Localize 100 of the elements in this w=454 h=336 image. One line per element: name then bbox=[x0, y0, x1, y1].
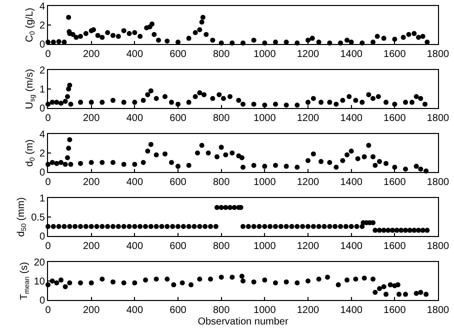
y-tick-label: 20 bbox=[34, 258, 46, 268]
point bbox=[410, 100, 414, 105]
x-tick-label: 200 bbox=[82, 305, 100, 316]
point bbox=[100, 160, 105, 165]
point bbox=[251, 162, 256, 168]
point bbox=[327, 100, 332, 105]
y-tick-label: 0.5 bbox=[31, 212, 46, 224]
x-tick-label: 800 bbox=[212, 177, 230, 188]
point bbox=[67, 280, 72, 286]
point bbox=[164, 276, 170, 282]
y-tick-label: 0 bbox=[39, 104, 46, 114]
point bbox=[306, 158, 310, 164]
point bbox=[154, 152, 159, 158]
point bbox=[50, 100, 55, 105]
point bbox=[240, 164, 246, 170]
x-tick-label: 1000 bbox=[254, 177, 276, 188]
y-tick-label: 0 bbox=[39, 296, 46, 306]
point bbox=[140, 160, 146, 165]
point bbox=[50, 160, 55, 165]
point bbox=[88, 280, 94, 286]
point bbox=[370, 96, 376, 101]
point bbox=[334, 164, 339, 170]
point bbox=[340, 158, 346, 164]
point bbox=[169, 100, 174, 105]
point bbox=[362, 154, 367, 160]
point bbox=[66, 86, 72, 92]
x-tick-label: 1600 bbox=[384, 241, 406, 252]
x-tick-label: 1600 bbox=[384, 49, 406, 60]
point bbox=[325, 274, 330, 280]
point bbox=[284, 279, 289, 284]
point bbox=[377, 286, 382, 292]
x-tick-label: 1000 bbox=[254, 49, 276, 60]
point bbox=[366, 142, 372, 148]
point bbox=[62, 284, 68, 290]
point bbox=[154, 276, 159, 282]
point bbox=[403, 166, 408, 172]
point bbox=[67, 137, 72, 142]
point bbox=[195, 150, 200, 156]
x-tick-label: 1800 bbox=[426, 305, 450, 316]
x-axis-title: Observation number bbox=[198, 316, 289, 328]
point bbox=[78, 100, 83, 105]
point bbox=[262, 164, 268, 169]
point bbox=[88, 100, 94, 105]
point bbox=[162, 151, 168, 156]
point bbox=[54, 280, 60, 286]
point bbox=[360, 100, 365, 105]
point bbox=[318, 100, 324, 105]
point bbox=[68, 162, 74, 167]
point bbox=[54, 100, 60, 105]
x-tick-label: 400 bbox=[126, 177, 144, 188]
point bbox=[403, 100, 408, 105]
point bbox=[58, 100, 64, 106]
point bbox=[66, 146, 72, 151]
y-tick-label: 0 bbox=[39, 232, 46, 242]
x-tick-label: 1600 bbox=[384, 177, 406, 188]
point bbox=[88, 160, 94, 165]
point bbox=[121, 280, 126, 286]
point bbox=[132, 280, 138, 286]
x-tick-label: 1200 bbox=[296, 49, 320, 60]
point bbox=[58, 278, 64, 283]
point bbox=[223, 152, 228, 158]
point bbox=[239, 155, 244, 160]
x-tick-label: 600 bbox=[170, 113, 187, 124]
point bbox=[284, 102, 289, 108]
point bbox=[218, 274, 224, 280]
x-tick-label: 400 bbox=[126, 49, 144, 60]
point bbox=[414, 164, 419, 169]
point bbox=[236, 98, 242, 103]
x-tick-label: 1800 bbox=[426, 177, 450, 188]
x-tick-label: 1000 bbox=[254, 305, 276, 316]
x-tick-label: 600 bbox=[170, 177, 187, 188]
x-tick-label: 800 bbox=[212, 241, 230, 252]
x-tick-label: 1800 bbox=[426, 113, 450, 124]
y-tick-label: 10 bbox=[34, 276, 46, 288]
point bbox=[54, 160, 60, 166]
y-tick-label: 2 bbox=[39, 20, 46, 32]
point bbox=[306, 100, 310, 105]
point bbox=[336, 282, 341, 288]
point bbox=[100, 276, 105, 282]
point bbox=[240, 278, 246, 284]
x-tick-label: 1600 bbox=[384, 305, 406, 316]
point bbox=[372, 290, 378, 295]
point bbox=[392, 164, 398, 170]
x-tick-label: 1200 bbox=[296, 113, 320, 124]
point bbox=[176, 164, 180, 169]
y-tick-label: 0 bbox=[39, 168, 46, 178]
point bbox=[376, 94, 381, 100]
x-tick-label: 800 bbox=[212, 113, 230, 124]
point bbox=[294, 164, 300, 170]
point bbox=[199, 142, 204, 148]
y-tick-label: 4 bbox=[39, 2, 46, 12]
point bbox=[384, 100, 388, 105]
point bbox=[121, 162, 126, 167]
point bbox=[214, 154, 220, 160]
point bbox=[121, 100, 126, 105]
point bbox=[318, 159, 324, 164]
x-tick-label: 1200 bbox=[296, 305, 320, 316]
x-tick-label: 200 bbox=[82, 49, 100, 60]
point bbox=[50, 278, 55, 284]
x-tick-label: 200 bbox=[82, 177, 100, 188]
